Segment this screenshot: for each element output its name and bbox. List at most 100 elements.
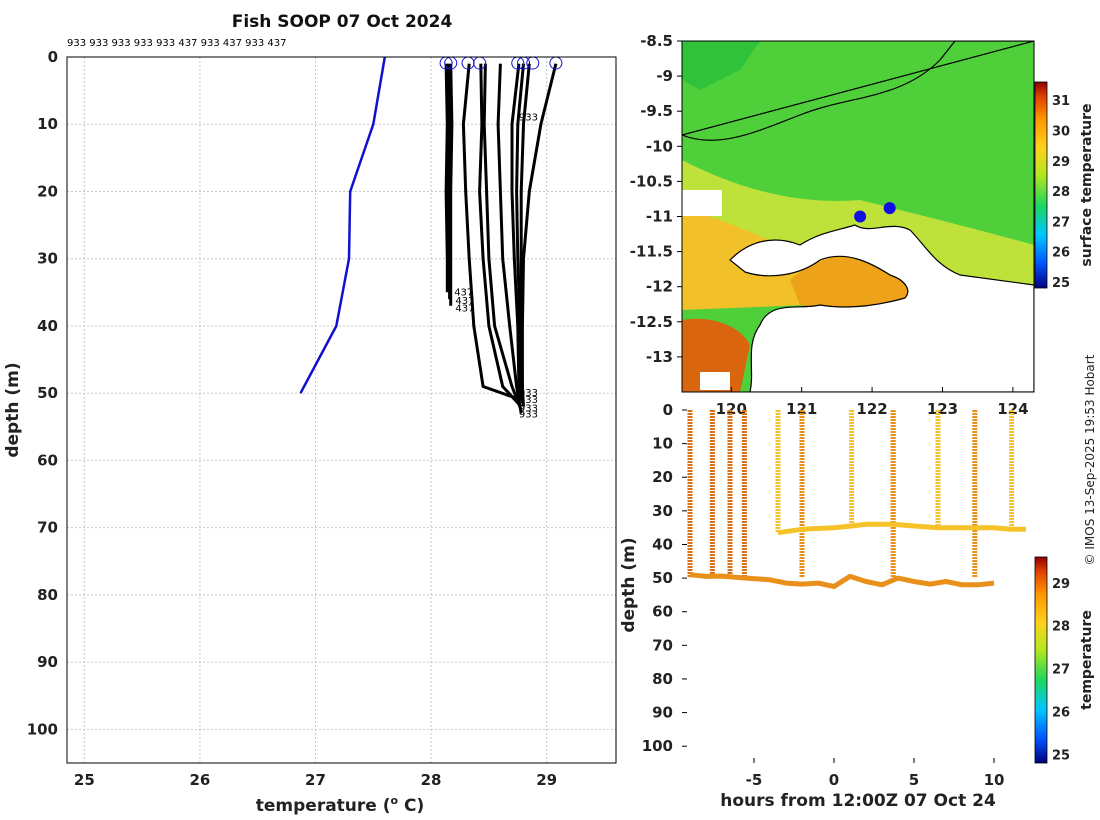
section-panel: 0 10 20 30 40 50 60 70 80 90 100 -5 0 5 10 hours from … <box>619 401 1095 811</box>
section-y-tick-label: 30 <box>652 502 673 520</box>
map-y-tick-label: -11 <box>646 208 673 226</box>
y-tick-label: 50 <box>37 384 58 402</box>
profile-tick-labels: 25 26 27 28 29 0 10 20 30 40 50 60 70 80 90 100 <box>27 48 557 789</box>
y-tick-label: 10 <box>37 115 58 133</box>
sst-colorbar-ticks: 25 26 27 28 29 30 31 <box>1052 94 1070 291</box>
chart-title: Fish SOOP 07 Oct 2024 <box>232 12 453 32</box>
section-y-tick-label: 90 <box>652 704 673 722</box>
cast-end-label: 933 <box>519 410 538 421</box>
section-y-tick-label: 100 <box>642 737 673 755</box>
map-y-tick-label: -10 <box>646 137 673 155</box>
map-y-tick-label: -8.5 <box>640 32 673 50</box>
profile-line <box>449 63 454 306</box>
sst-colorbar-tick-label: 30 <box>1052 124 1070 139</box>
section-x-tick-label: -5 <box>746 771 763 789</box>
section-y-tick-label: 0 <box>663 401 673 419</box>
y-tick-label: 0 <box>48 48 58 66</box>
sst-colorbar-tick-label: 31 <box>1052 94 1070 109</box>
cloud-gap-sw <box>700 372 730 390</box>
section-y-tick-label: 60 <box>652 603 673 621</box>
ship-position-dot <box>854 210 867 223</box>
section-y-tick-label: 10 <box>652 435 673 453</box>
map-y-tick-label: -9.5 <box>640 102 673 120</box>
section-y-tick-label: 50 <box>652 569 673 587</box>
cast-end-label: 933 <box>519 113 538 124</box>
profile-panel: Fish SOOP 07 Oct 2024 933 933 933 933 93… <box>3 12 617 816</box>
cast-end-label: 437 <box>454 287 473 298</box>
imos-credit: © IMOS 13-Sep-2025 19:53 Hobart <box>1083 354 1097 565</box>
ship-positions <box>854 202 896 223</box>
profile-line <box>461 63 522 402</box>
sst-colorbar <box>1034 81 1048 289</box>
deep-bottom-trace <box>689 572 995 589</box>
sst-colorbar-tick-label: 28 <box>1052 185 1070 200</box>
y-tick-label: 90 <box>37 653 58 671</box>
profile-line <box>299 56 387 394</box>
section-tick-labels: 0 10 20 30 40 50 60 70 80 90 100 -5 0 5 10 <box>642 401 1005 789</box>
cloud-gap-west <box>682 190 722 216</box>
profile-line <box>510 63 522 401</box>
temperature-colorbar-label: temperature <box>1079 610 1095 710</box>
land-south <box>729 224 1034 392</box>
x-tick-label: 25 <box>74 771 95 789</box>
profile-x-axis-label: temperature (o C) <box>256 794 425 816</box>
profile-line <box>520 63 558 404</box>
profile-line <box>444 63 449 293</box>
section-y-tick-label: 40 <box>652 535 673 553</box>
temperature-colorbar-tick-label: 25 <box>1052 748 1070 763</box>
y-tick-label: 20 <box>37 182 58 200</box>
x-label-unit: C) <box>398 796 424 816</box>
map-y-tick-label: -10.5 <box>630 172 673 190</box>
section-y-tick-label: 20 <box>652 468 673 486</box>
map-y-tick-label: -9 <box>656 67 673 85</box>
y-tick-label: 30 <box>37 250 58 268</box>
x-tick-label: 29 <box>536 771 557 789</box>
section-x-tick-label: 5 <box>909 771 919 789</box>
cast-end-label: 437 <box>455 296 474 307</box>
map-x-tick-label: 120 <box>716 400 747 418</box>
temperature-colorbar-ticks: 25 26 27 28 29 <box>1052 577 1070 764</box>
x-tick-label: 26 <box>189 771 210 789</box>
temperature-colorbar-tick-label: 28 <box>1052 620 1070 635</box>
x-label-degree: o <box>391 794 399 807</box>
sst-colorbar-tick-label: 29 <box>1052 155 1070 170</box>
sst-colorbar-tick-label: 27 <box>1052 215 1070 230</box>
y-tick-label: 100 <box>27 720 58 738</box>
map-y-tick-label: -11.5 <box>630 243 673 261</box>
temperature-colorbar <box>1034 556 1048 764</box>
profile-line <box>482 63 523 411</box>
profile-y-axis-label: depth (m) <box>3 362 23 457</box>
section-x-axis-label: hours from 12:00Z 07 Oct 24 <box>720 791 996 811</box>
y-tick-label: 70 <box>37 519 58 537</box>
x-tick-label: 27 <box>305 771 326 789</box>
map-x-tick-label: 123 <box>927 400 958 418</box>
profile-axes-frame <box>66 56 617 764</box>
shallow-bottom-trace <box>777 521 1026 536</box>
surface-marker <box>526 56 540 70</box>
cast-end-label: 437 <box>455 303 474 314</box>
map-y-tick-label: -13 <box>646 348 673 366</box>
temperature-colorbar-tick-label: 26 <box>1052 706 1070 721</box>
temperature-colorbar-tick-label: 27 <box>1052 663 1070 678</box>
cast-end-label: 933 <box>519 395 538 406</box>
x-tick-label: 28 <box>421 771 442 789</box>
land-north <box>682 41 1034 141</box>
map-x-tick-label: 121 <box>786 400 817 418</box>
section-data <box>687 410 1026 589</box>
section-x-tick-label: 10 <box>984 771 1005 789</box>
map-y-tick-label: -12 <box>646 278 673 296</box>
y-tick-label: 40 <box>37 317 58 335</box>
cast-id-labels: 933 933 933 933 933 437 933 437 933 437 <box>67 38 286 49</box>
section-y-tick-label: 70 <box>652 636 673 654</box>
map-x-tick-label: 122 <box>856 400 887 418</box>
profile-line <box>496 63 523 414</box>
x-label-text: temperature ( <box>256 796 391 816</box>
map-y-tick-label: -12.5 <box>630 313 673 331</box>
ship-position-dot <box>883 202 896 215</box>
temperature-colorbar-tick-label: 29 <box>1052 577 1070 592</box>
profile-line <box>478 63 523 408</box>
sst-warm-north-patch <box>682 41 760 90</box>
sst-colorbar-tick-label: 26 <box>1052 246 1070 261</box>
